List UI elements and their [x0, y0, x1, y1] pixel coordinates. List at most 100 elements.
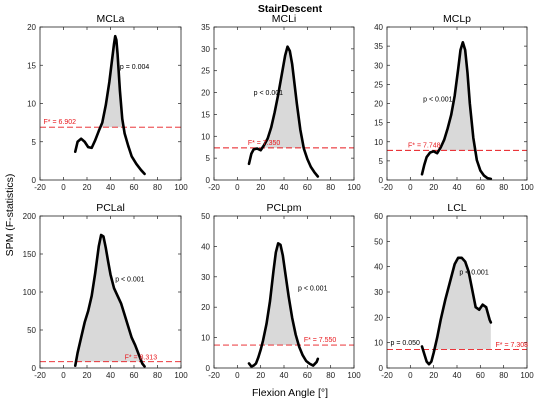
x-tick-label: 60 — [303, 371, 312, 380]
y-tick-label: 20 — [201, 303, 210, 312]
spm-f-curve — [73, 34, 146, 176]
threshold-label: F* = 7.308 — [496, 342, 529, 349]
y-tick-label: 10 — [374, 138, 383, 147]
x-tick-label: 0 — [61, 371, 66, 380]
threshold-label: F* = 7.550 — [304, 337, 337, 344]
subplot-title: PCLpm — [266, 202, 301, 214]
x-tick-label: 40 — [453, 183, 462, 192]
x-tick-label: 60 — [130, 371, 139, 380]
x-tick-label: 60 — [476, 183, 485, 192]
x-tick-label: -20 — [381, 371, 393, 380]
x-tick-label: -20 — [34, 183, 46, 192]
y-tick-label: 0 — [206, 364, 211, 373]
y-tick-label: 50 — [374, 237, 383, 246]
x-tick-label: 40 — [453, 371, 462, 380]
y-tick-label: 5 — [379, 157, 384, 166]
y-tick-label: 35 — [201, 23, 210, 32]
x-tick-label: 80 — [499, 371, 508, 380]
threshold-label: F* = 6.902 — [44, 119, 77, 126]
x-tick-label: 100 — [347, 371, 361, 380]
x-tick-label: -20 — [381, 183, 393, 192]
y-tick-label: 30 — [374, 61, 383, 70]
y-tick-label: 30 — [201, 273, 210, 282]
x-tick-label: -20 — [208, 183, 220, 192]
y-tick-label: 50 — [27, 326, 36, 335]
y-axis-label: SPM (F-statistics) — [4, 174, 16, 257]
threshold-label: F* = 8.313 — [125, 355, 158, 362]
p-value-label: p < 0.001 — [254, 90, 283, 97]
y-tick-label: 20 — [201, 89, 210, 98]
x-tick-label: 40 — [280, 371, 289, 380]
x-tick-label: 0 — [408, 183, 413, 192]
y-tick-label: 200 — [23, 212, 37, 221]
y-tick-label: 40 — [374, 263, 383, 272]
y-tick-label: 15 — [201, 110, 210, 119]
x-tick-label: 20 — [83, 371, 92, 380]
x-axis-label: Flexion Angle [°] — [252, 387, 328, 399]
x-tick-label: 100 — [174, 183, 188, 192]
y-tick-label: 0 — [206, 176, 211, 185]
x-tick-label: 20 — [429, 371, 438, 380]
x-tick-label: 60 — [303, 183, 312, 192]
x-tick-label: 100 — [174, 371, 188, 380]
x-tick-label: 40 — [106, 183, 115, 192]
figure-title: StairDescent — [258, 3, 323, 15]
y-tick-label: 15 — [27, 61, 36, 70]
x-tick-label: 20 — [429, 183, 438, 192]
spm-f-curve — [420, 256, 493, 366]
y-tick-label: 50 — [201, 212, 210, 221]
y-tick-label: 10 — [27, 100, 36, 109]
x-tick-label: -20 — [208, 371, 220, 380]
spm-f-curve — [73, 233, 146, 368]
y-tick-label: 150 — [23, 250, 37, 259]
x-tick-label: 80 — [153, 371, 162, 380]
y-tick-label: 30 — [374, 288, 383, 297]
y-tick-label: 0 — [379, 176, 384, 185]
y-tick-label: 5 — [206, 154, 211, 163]
threshold-label: F* = 7.748 — [408, 142, 441, 149]
x-tick-label: 100 — [347, 183, 361, 192]
suprathreshold-cluster — [75, 235, 142, 362]
suprathreshold-cluster — [434, 257, 491, 350]
y-tick-label: 10 — [201, 132, 210, 141]
x-tick-label: 80 — [499, 183, 508, 192]
y-tick-label: 20 — [374, 313, 383, 322]
x-tick-label: 20 — [256, 371, 265, 380]
x-tick-label: 60 — [476, 371, 485, 380]
subplot-title: LCL — [447, 202, 466, 214]
x-tick-label: 40 — [280, 183, 289, 192]
y-tick-label: 20 — [27, 23, 36, 32]
subplot-title: MCLi — [272, 13, 297, 25]
y-tick-label: 100 — [23, 288, 37, 297]
y-tick-label: 25 — [374, 80, 383, 89]
x-tick-label: 80 — [326, 371, 335, 380]
x-tick-label: 80 — [326, 183, 335, 192]
y-tick-label: 25 — [201, 67, 210, 76]
x-tick-label: 20 — [83, 183, 92, 192]
y-tick-label: 30 — [201, 45, 210, 54]
p-value-label: p < 0.001 — [423, 97, 452, 104]
p-value-label: p < 0.001 — [298, 285, 327, 292]
x-tick-label: 100 — [520, 183, 534, 192]
y-tick-label: 20 — [374, 100, 383, 109]
y-tick-label: 0 — [32, 364, 37, 373]
y-tick-label: 0 — [32, 176, 37, 185]
subplot-title: MCLp — [443, 13, 471, 25]
y-tick-label: 40 — [201, 242, 210, 251]
threshold-label: F* = 7.350 — [248, 140, 281, 147]
y-tick-label: 0 — [379, 364, 384, 373]
y-tick-label: 5 — [32, 138, 37, 147]
x-tick-label: 20 — [256, 183, 265, 192]
subplot-title: MCLa — [96, 13, 124, 25]
spm-f-curve — [247, 242, 320, 368]
x-tick-label: -20 — [34, 371, 46, 380]
subplot-title: PCLal — [96, 202, 125, 214]
